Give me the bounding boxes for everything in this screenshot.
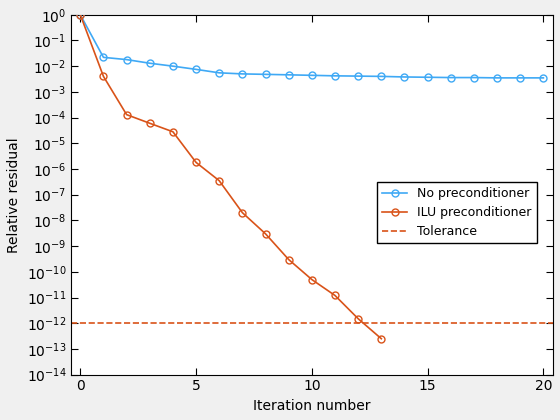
No preconditioner — [123, 57, 130, 62]
ILU preconditioner — [286, 257, 292, 262]
ILU preconditioner — [193, 160, 199, 165]
No preconditioner — [332, 74, 338, 79]
X-axis label: Iteration number: Iteration number — [253, 399, 371, 413]
Tolerance — [77, 321, 83, 326]
No preconditioner — [100, 55, 107, 60]
No preconditioner — [286, 72, 292, 77]
Tolerance — [100, 321, 107, 326]
ILU preconditioner — [355, 316, 362, 321]
Legend: No preconditioner, ILU preconditioner, Tolerance: No preconditioner, ILU preconditioner, T… — [377, 182, 537, 244]
No preconditioner — [424, 75, 431, 80]
No preconditioner — [262, 72, 269, 77]
ILU preconditioner — [123, 112, 130, 117]
No preconditioner — [216, 70, 222, 75]
No preconditioner — [170, 64, 176, 69]
No preconditioner — [540, 75, 547, 80]
Line: No preconditioner: No preconditioner — [77, 11, 547, 81]
ILU preconditioner — [216, 178, 222, 183]
No preconditioner — [146, 61, 153, 66]
No preconditioner — [77, 12, 83, 17]
ILU preconditioner — [146, 121, 153, 126]
No preconditioner — [401, 74, 408, 79]
No preconditioner — [494, 75, 501, 80]
No preconditioner — [309, 73, 315, 78]
ILU preconditioner — [77, 12, 83, 17]
No preconditioner — [193, 67, 199, 72]
No preconditioner — [378, 74, 385, 79]
No preconditioner — [517, 75, 524, 80]
Y-axis label: Relative residual: Relative residual — [7, 137, 21, 252]
ILU preconditioner — [100, 74, 107, 79]
ILU preconditioner — [170, 129, 176, 134]
No preconditioner — [447, 75, 454, 80]
ILU preconditioner — [239, 210, 246, 215]
ILU preconditioner — [332, 293, 338, 298]
Line: ILU preconditioner: ILU preconditioner — [77, 11, 385, 342]
ILU preconditioner — [262, 231, 269, 236]
No preconditioner — [239, 71, 246, 76]
ILU preconditioner — [309, 277, 315, 282]
No preconditioner — [355, 74, 362, 79]
No preconditioner — [470, 75, 477, 80]
ILU preconditioner — [378, 336, 385, 341]
